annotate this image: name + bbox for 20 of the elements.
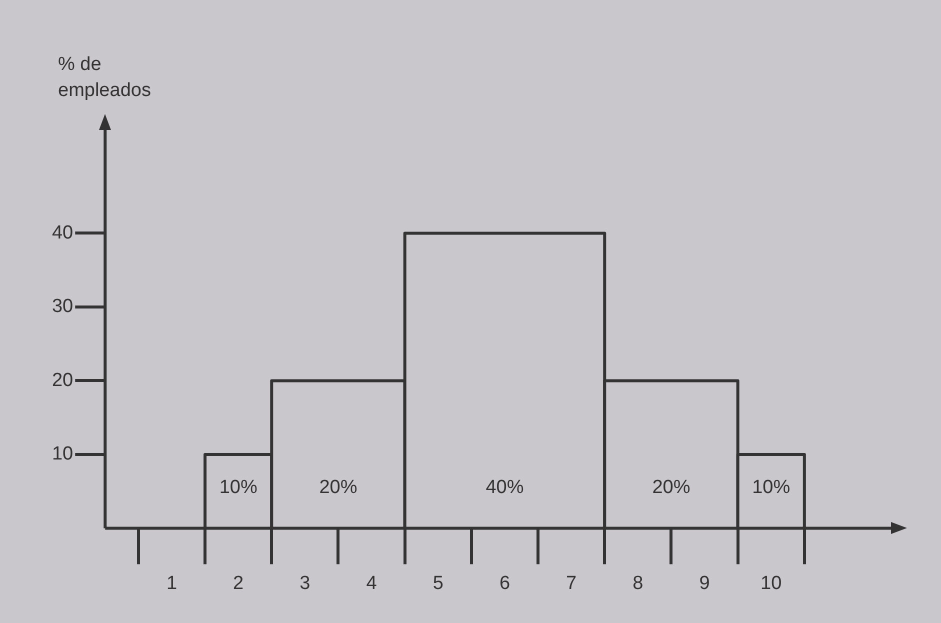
data-label: 20% <box>652 476 690 498</box>
y-axis-title: % de empleados <box>58 53 152 103</box>
x-tick-label: 8 <box>632 572 644 594</box>
x-tick-label: 3 <box>300 572 310 594</box>
x-tick-label: 10 <box>760 572 782 594</box>
x-tick-label: 7 <box>566 572 577 594</box>
data-label: 40% <box>486 476 524 498</box>
x-tick-label: 1 <box>166 572 178 594</box>
x-tick-label: 5 <box>432 572 444 594</box>
x-tick-label: 4 <box>366 572 378 594</box>
y-tick-label: 30 <box>52 296 74 318</box>
y-tick-label: 20 <box>52 370 74 391</box>
y-tick-label: 40 <box>52 222 74 244</box>
y-tick-label: 10 <box>52 444 74 465</box>
data-label: 10% <box>219 476 258 498</box>
x-tick-label: 6 <box>499 572 510 594</box>
x-tick-label: 9 <box>699 572 710 594</box>
data-label: 20% <box>319 476 358 498</box>
data-label: 10% <box>752 476 790 498</box>
x-tick-label: 2 <box>233 572 244 594</box>
